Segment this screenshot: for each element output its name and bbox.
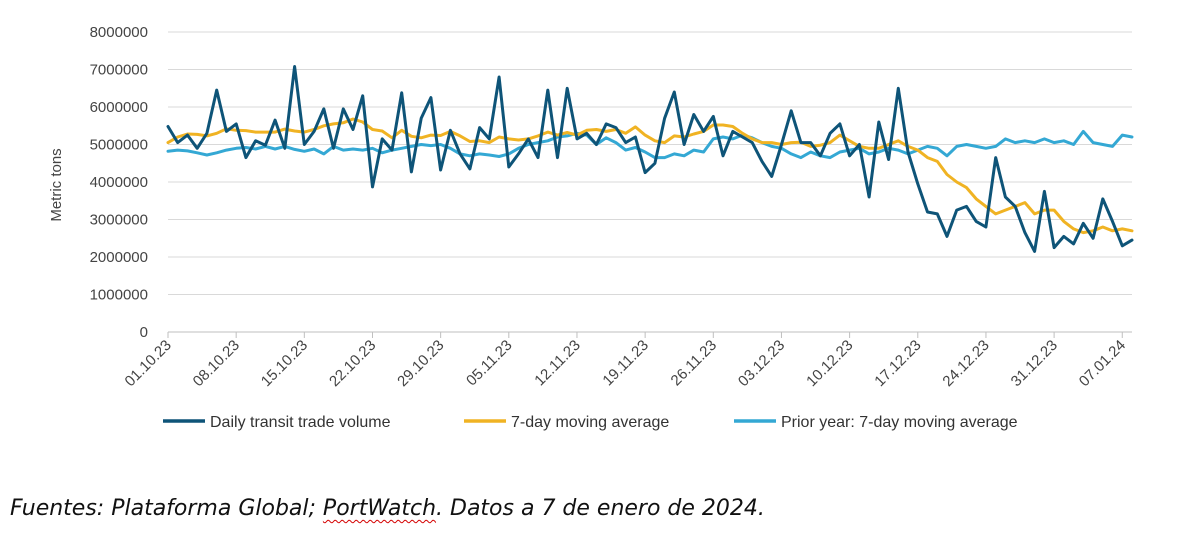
legend-item-prior-year-average: Prior year: 7-day moving average <box>734 414 1018 431</box>
gridlines <box>168 31 1132 333</box>
x-tick-label: 01.10.23 <box>122 337 175 390</box>
source-portwatch: PortWatch <box>322 496 437 521</box>
series-line-prior-year-average <box>166 129 1134 160</box>
x-tick-label: 31.12.23 <box>1008 337 1061 390</box>
source-prefix: Fuentes: Plataforma Global; <box>10 496 323 521</box>
x-tick-label: 19.11.23 <box>599 337 652 390</box>
y-tick-label: 0 <box>140 324 148 341</box>
y-tick-label: 6000000 <box>90 99 148 116</box>
x-tick-label: 29.10.23 <box>394 337 447 390</box>
y-tick-label: 8000000 <box>90 24 148 41</box>
x-tick-label: 12.11.23 <box>531 337 584 390</box>
y-tick-label: 5000000 <box>90 137 148 154</box>
x-tick-label: 07.01.24 <box>1076 337 1129 390</box>
y-axis-title: Metric tons <box>48 148 65 221</box>
y-tick-label: 7000000 <box>90 62 148 79</box>
x-tick-label: 05.11.23 <box>463 337 516 390</box>
legend: Daily transit trade volume 7-day moving a… <box>163 414 1018 431</box>
y-tick-label: 1000000 <box>90 287 148 304</box>
legend-label: Daily transit trade volume <box>210 414 391 431</box>
y-tick-label: 4000000 <box>90 174 148 191</box>
series-lines <box>166 65 1134 253</box>
legend-label: 7-day moving average <box>511 414 669 431</box>
y-tick-label: 3000000 <box>90 212 148 229</box>
source-note: Fuentes: Plataforma Global; PortWatch. D… <box>10 496 765 521</box>
legend-item-7day-average: 7-day moving average <box>464 414 669 431</box>
x-tick-label: 24.12.23 <box>939 337 992 390</box>
source-suffix: . Datos a 7 de enero de 2024. <box>436 496 765 521</box>
y-axis-ticks: 0 1000000 2000000 3000000 4000000 5000000 6000… <box>90 24 148 341</box>
x-tick-label: 10.12.23 <box>803 337 856 390</box>
series-line-daily-volume <box>166 65 1134 253</box>
x-tick-label: 15.10.23 <box>258 337 311 390</box>
legend-item-daily-volume: Daily transit trade volume <box>163 414 391 431</box>
x-tick-label: 22.10.23 <box>326 337 379 390</box>
x-tick-label: 08.10.23 <box>190 337 243 390</box>
y-tick-label: 2000000 <box>90 249 148 266</box>
legend-label: Prior year: 7-day moving average <box>781 414 1018 431</box>
x-tick-label: 26.11.23 <box>668 337 721 390</box>
x-tick-label: 03.12.23 <box>735 337 788 390</box>
x-axis-ticks: 01.10.23 08.10.23 15.10.23 22.10.23 29.10.23… <box>122 332 1129 390</box>
x-tick-label: 17.12.23 <box>871 337 924 390</box>
